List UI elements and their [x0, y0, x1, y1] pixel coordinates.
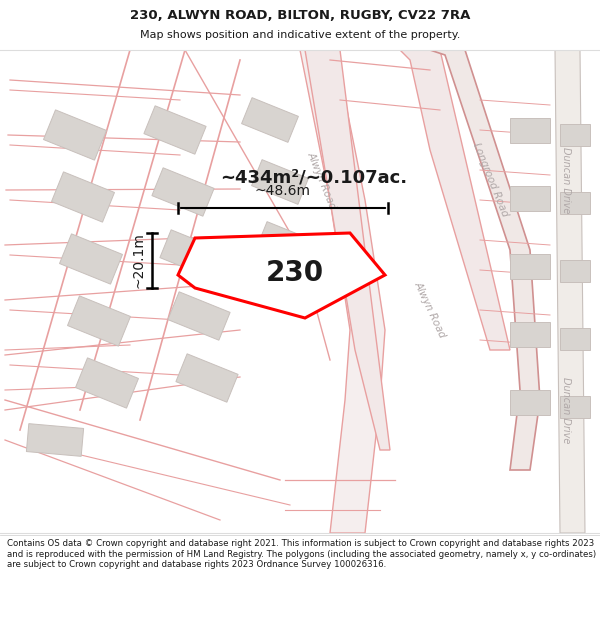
- Polygon shape: [305, 50, 390, 450]
- Polygon shape: [560, 192, 590, 214]
- Text: Alwyn Road: Alwyn Road: [306, 150, 338, 210]
- Polygon shape: [560, 124, 590, 146]
- Polygon shape: [144, 106, 206, 154]
- Polygon shape: [257, 222, 313, 266]
- Text: Alwyn Road: Alwyn Road: [413, 280, 448, 340]
- Polygon shape: [251, 159, 308, 204]
- Polygon shape: [510, 186, 550, 211]
- Polygon shape: [160, 230, 222, 278]
- Text: ~434m²/~0.107ac.: ~434m²/~0.107ac.: [220, 169, 407, 187]
- Polygon shape: [52, 172, 115, 222]
- Polygon shape: [68, 296, 130, 346]
- Text: 230: 230: [266, 259, 324, 287]
- Text: Duncan Drive: Duncan Drive: [561, 377, 571, 443]
- Polygon shape: [178, 233, 385, 318]
- Polygon shape: [26, 424, 83, 456]
- Text: 230, ALWYN ROAD, BILTON, RUGBY, CV22 7RA: 230, ALWYN ROAD, BILTON, RUGBY, CV22 7RA: [130, 9, 470, 22]
- Polygon shape: [560, 328, 590, 350]
- Polygon shape: [400, 50, 510, 350]
- Polygon shape: [510, 118, 550, 142]
- Text: ~48.6m: ~48.6m: [255, 184, 311, 198]
- Polygon shape: [510, 389, 550, 414]
- Polygon shape: [430, 50, 540, 470]
- Polygon shape: [300, 50, 385, 533]
- Text: Longrood Road: Longrood Road: [470, 141, 509, 219]
- Polygon shape: [168, 292, 230, 340]
- Polygon shape: [76, 358, 139, 408]
- Polygon shape: [242, 98, 298, 142]
- Polygon shape: [555, 50, 585, 533]
- Polygon shape: [510, 321, 550, 346]
- Text: Duncan Drive: Duncan Drive: [561, 147, 571, 213]
- Text: Contains OS data © Crown copyright and database right 2021. This information is : Contains OS data © Crown copyright and d…: [7, 539, 596, 569]
- Polygon shape: [152, 168, 214, 216]
- Polygon shape: [510, 254, 550, 279]
- Polygon shape: [560, 260, 590, 282]
- Polygon shape: [560, 396, 590, 418]
- Text: ~20.1m: ~20.1m: [132, 232, 146, 289]
- Polygon shape: [176, 354, 238, 402]
- Polygon shape: [44, 110, 106, 160]
- Polygon shape: [59, 234, 122, 284]
- Text: Map shows position and indicative extent of the property.: Map shows position and indicative extent…: [140, 30, 460, 40]
